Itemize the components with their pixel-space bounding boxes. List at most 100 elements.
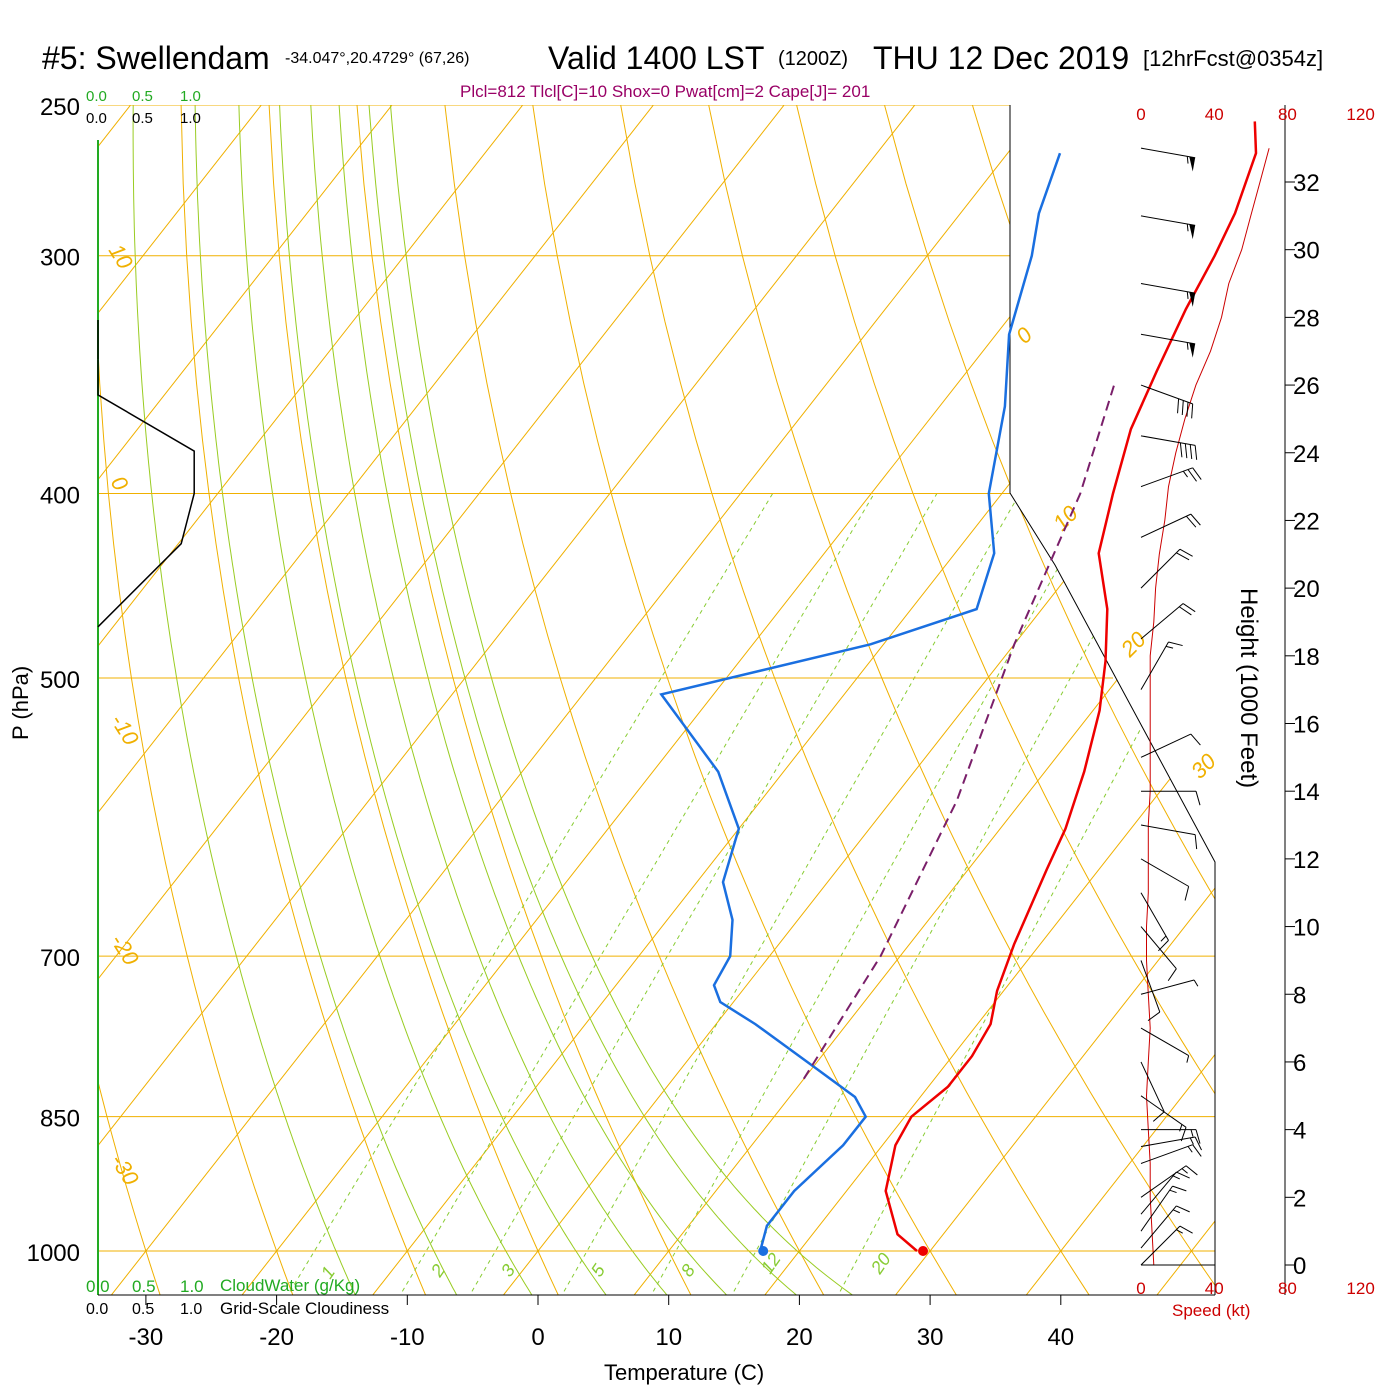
height-tick-label: 6	[1293, 1050, 1306, 1077]
isotherm-line	[98, 105, 1191, 1295]
wind-barb	[1140, 858, 1190, 901]
mixing-ratio-line	[839, 493, 1215, 1292]
barb-shaft	[1140, 1171, 1177, 1215]
wind-barb	[1140, 1061, 1165, 1122]
isotherm-line	[98, 105, 668, 1295]
barb-shaft	[1140, 1205, 1177, 1249]
cloudiness-scale-top: 1.0	[180, 110, 201, 127]
moist-adiabat	[368, 105, 843, 1295]
barb-feather	[1168, 641, 1183, 647]
wind-barb	[1140, 384, 1194, 419]
isotherm-label: 10	[1048, 500, 1084, 536]
barb-feather	[1187, 469, 1197, 482]
barb-shaft	[1140, 1061, 1165, 1112]
barb-shaft	[1140, 1095, 1187, 1128]
barb-shaft	[1140, 603, 1184, 640]
barb-feather	[1179, 548, 1193, 557]
height-tick-label: 24	[1293, 441, 1320, 468]
temp-tick-label: 10	[655, 1324, 682, 1351]
cloudwater-label: CloudWater (g/Kg)	[220, 1276, 360, 1295]
dry-adiabat	[594, 105, 1113, 1295]
wind-barb	[1140, 435, 1198, 460]
isotherm-label: 20	[1115, 626, 1151, 662]
temp-tick-label: 0	[531, 1324, 544, 1351]
dry-adiabat	[98, 105, 307, 1295]
wind-barb	[1140, 824, 1198, 850]
wind-barb	[1140, 467, 1202, 488]
isotherm-line	[345, 105, 1215, 1295]
height-tick-label: 32	[1293, 170, 1320, 197]
barb-shaft	[1140, 1136, 1196, 1148]
height-tick-label: 14	[1293, 779, 1320, 806]
barb-feather	[1185, 515, 1197, 528]
panel-boundary	[1009, 105, 1216, 1295]
barb-half-feather	[1189, 1137, 1194, 1145]
dry-adiabat	[429, 105, 844, 1295]
wind-barb	[1140, 979, 1199, 995]
barb-shaft	[1140, 215, 1196, 226]
barb-feather	[1177, 398, 1180, 414]
parcel-line	[802, 382, 1116, 1080]
pressure-tick-label: 250	[40, 94, 80, 121]
cloudiness-line	[97, 359, 195, 628]
barb-feather	[1194, 834, 1198, 850]
moist-adiabat	[338, 105, 765, 1295]
mixing-ratio-label: 20	[866, 1249, 894, 1278]
mixing-ratio-line	[401, 493, 875, 1292]
wind-barb	[1140, 603, 1196, 640]
dewpoint-line	[659, 152, 1062, 1252]
cloudiness-scale-top: 0.0	[86, 110, 107, 127]
barb-feather	[1179, 606, 1192, 616]
speed-axis-label: Speed (kt)	[1172, 1301, 1250, 1320]
cloudwater-scale-top: 0.5	[132, 88, 153, 105]
barb-shaft	[1140, 641, 1169, 690]
barb-feather	[1192, 467, 1202, 480]
height-tick-label: 20	[1293, 576, 1320, 603]
mixing-ratio-label: 2	[426, 1261, 449, 1281]
barb-pennant	[1189, 224, 1196, 240]
wind-barb	[1140, 283, 1196, 307]
barb-half-feather	[1186, 1055, 1190, 1063]
temp-tick-label: -30	[129, 1324, 164, 1351]
wind-barb	[1140, 513, 1201, 538]
isotherm-label: -10	[106, 709, 144, 750]
speed-tick-bottom: 40	[1205, 1279, 1224, 1298]
barb-feather	[1189, 444, 1193, 460]
dry-adiabat	[1255, 0, 1400, 1330]
dry-adiabat	[98, 105, 173, 1295]
mixing-ratio-line	[652, 493, 1101, 1292]
station-title: #5: Swellendam	[42, 40, 270, 76]
cloudiness-label: Grid-Scale Cloudiness	[220, 1299, 389, 1318]
isotherm-line	[737, 105, 1215, 1295]
barb-half-feather	[1169, 1189, 1177, 1194]
cloudwater-scale-bottom: 0.0	[86, 1277, 110, 1296]
isotherm-line	[1129, 105, 1215, 1295]
barb-shaft	[1140, 283, 1196, 294]
moist-adiabat	[310, 105, 699, 1295]
isotherm-label: -20	[106, 929, 144, 970]
wind-barb	[1140, 147, 1196, 172]
moist-adiabat	[194, 105, 477, 1295]
moist-adiabat	[279, 105, 634, 1295]
barb-shaft	[1140, 147, 1196, 159]
wind-barb	[1140, 1027, 1190, 1063]
temp-tick-label: -10	[390, 1324, 425, 1351]
barb-shaft	[1140, 548, 1181, 589]
mixing-ratio-line	[289, 493, 774, 1292]
barb-half-feather	[1186, 156, 1189, 164]
barb-feather	[1181, 400, 1184, 416]
barb-feather	[1190, 513, 1201, 526]
cloudiness-scale-top: 0.5	[132, 110, 153, 127]
isotherm-line	[98, 105, 1061, 1295]
barb-shaft	[1140, 926, 1177, 970]
wind-barb	[1140, 215, 1196, 240]
isotherm-line	[98, 105, 407, 1295]
cloudwater-scale-top: 1.0	[180, 88, 201, 105]
barb-feather	[1152, 1111, 1165, 1122]
pressure-tick-label: 300	[40, 245, 80, 272]
barb-half-feather	[1172, 1209, 1180, 1214]
cloud-profile	[97, 320, 195, 628]
pressure-tick-label: 700	[40, 945, 80, 972]
barb-feather	[1190, 733, 1201, 746]
